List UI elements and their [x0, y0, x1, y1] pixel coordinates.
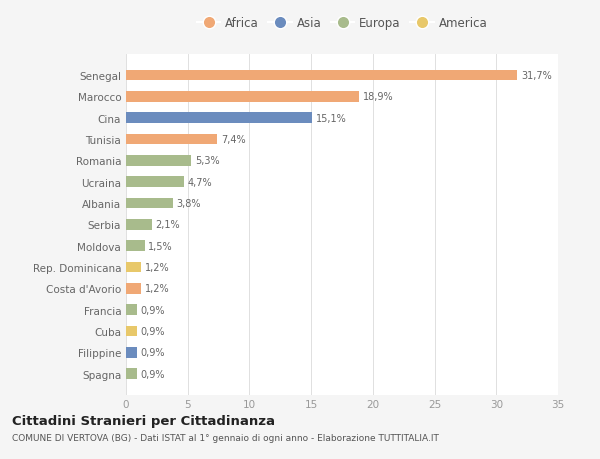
Bar — [126, 134, 217, 145]
Text: 0,9%: 0,9% — [141, 326, 166, 336]
Text: 0,9%: 0,9% — [141, 348, 166, 358]
Text: 0,9%: 0,9% — [141, 369, 166, 379]
Text: 2,1%: 2,1% — [155, 220, 180, 230]
Bar — [126, 71, 517, 81]
Bar — [126, 369, 137, 379]
Text: 5,3%: 5,3% — [195, 156, 220, 166]
Bar — [126, 198, 173, 209]
Bar — [126, 219, 152, 230]
Bar — [126, 305, 137, 315]
Text: COMUNE DI VERTOVA (BG) - Dati ISTAT al 1° gennaio di ogni anno - Elaborazione TU: COMUNE DI VERTOVA (BG) - Dati ISTAT al 1… — [12, 433, 439, 442]
Text: 1,2%: 1,2% — [145, 284, 169, 294]
Bar — [126, 284, 141, 294]
Text: 3,8%: 3,8% — [176, 199, 201, 208]
Text: 1,2%: 1,2% — [145, 263, 169, 273]
Text: 4,7%: 4,7% — [188, 177, 212, 187]
Bar — [126, 347, 137, 358]
Text: 31,7%: 31,7% — [521, 71, 552, 81]
Legend: Africa, Asia, Europa, America: Africa, Asia, Europa, America — [193, 13, 491, 34]
Text: 1,5%: 1,5% — [148, 241, 173, 251]
Bar — [126, 113, 313, 124]
Bar — [126, 177, 184, 188]
Bar — [126, 92, 359, 102]
Text: 0,9%: 0,9% — [141, 305, 166, 315]
Bar — [126, 326, 137, 337]
Bar — [126, 156, 191, 166]
Bar — [126, 262, 141, 273]
Text: 7,4%: 7,4% — [221, 135, 245, 145]
Text: Cittadini Stranieri per Cittadinanza: Cittadini Stranieri per Cittadinanza — [12, 414, 275, 428]
Text: 18,9%: 18,9% — [363, 92, 394, 102]
Text: 15,1%: 15,1% — [316, 113, 347, 123]
Bar — [126, 241, 145, 252]
